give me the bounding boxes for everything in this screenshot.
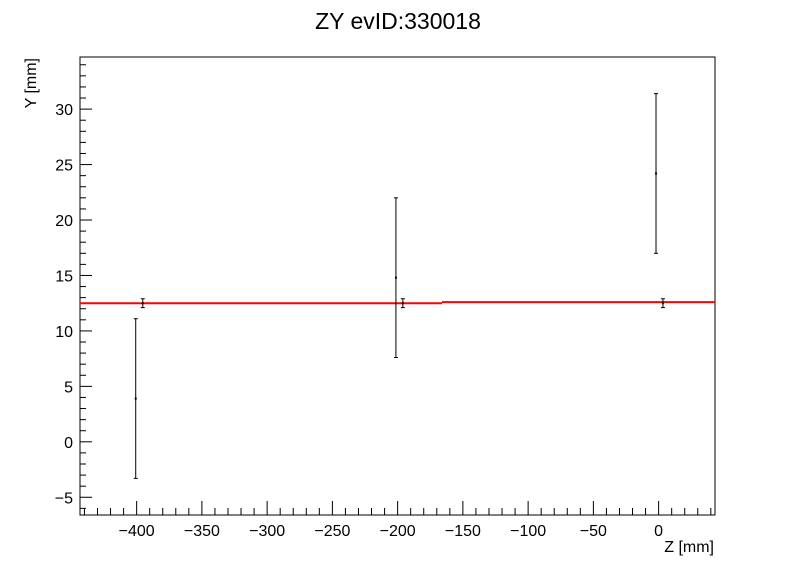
data-point (660, 298, 665, 309)
y-tick-label: 20 (55, 213, 73, 230)
data-point (654, 93, 659, 254)
y-tick-label: 0 (64, 435, 73, 452)
plot-frame (79, 56, 716, 516)
y-axis: −5 0 5 10 15 20 25 30 (55, 64, 92, 509)
y-tick-label: 10 (55, 324, 73, 341)
x-tick-label: −200 (380, 523, 416, 540)
point-marker (655, 172, 658, 175)
y-tick-label: 25 (55, 158, 73, 175)
point-marker (661, 302, 664, 305)
point-marker (141, 302, 144, 305)
x-axis: −400 −350 −300 −250 −200 −150 −100 −50 0 (83, 501, 712, 540)
x-tick-label: −50 (580, 523, 607, 540)
point-marker (401, 302, 404, 305)
y-tick-label: 30 (55, 102, 73, 119)
x-tick-label: −400 (119, 523, 155, 540)
y-tick-label: 5 (64, 379, 73, 396)
fit-line (80, 301, 715, 305)
x-tick-label: −150 (445, 523, 481, 540)
data-point (393, 197, 398, 359)
data-point (133, 318, 138, 479)
y-tick-label: 15 (55, 268, 73, 285)
data-points (133, 93, 665, 479)
x-tick-label: 0 (654, 523, 663, 540)
x-tick-label: −100 (510, 523, 546, 540)
point-marker (134, 397, 137, 400)
x-tick-label: −350 (184, 523, 220, 540)
data-point (400, 298, 405, 309)
x-tick-label: −300 (249, 523, 285, 540)
x-axis-label: Z [mm] (664, 539, 714, 556)
y-tick-label: −5 (55, 490, 73, 507)
chart-title: ZY evID:330018 (315, 8, 481, 34)
point-marker (394, 276, 397, 279)
x-tick-label: −250 (314, 523, 350, 540)
y-axis-label: Y [mm] (23, 58, 40, 108)
data-point (140, 298, 145, 309)
